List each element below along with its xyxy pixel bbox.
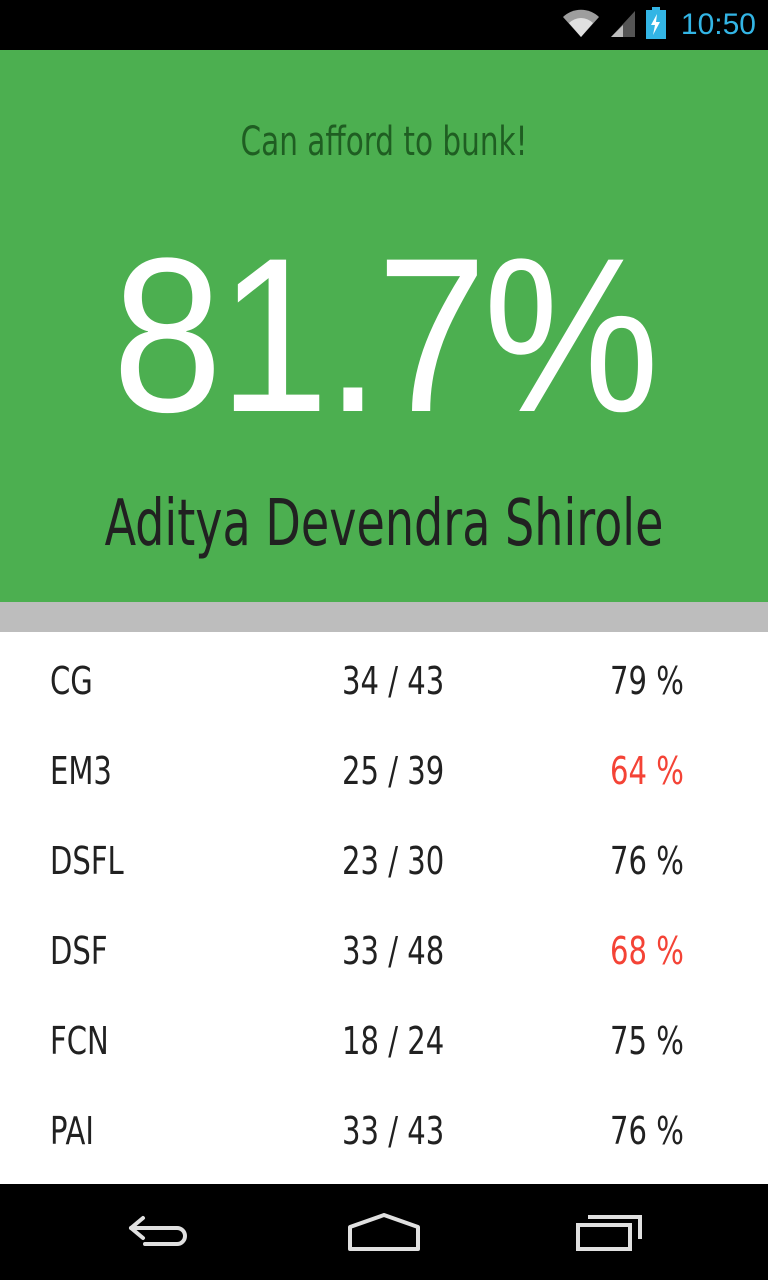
subject-name: EM3 [50,749,112,793]
recent-apps-button[interactable] [560,1202,660,1262]
overall-percentage: 81.7% [112,212,659,458]
subject-percent: 76 % [610,839,684,883]
subject-attendance: 34 / 43 [342,659,445,703]
section-divider [0,602,768,632]
clock: 10:50 [680,8,756,41]
subject-attendance: 33 / 48 [342,929,445,973]
home-icon [348,1213,420,1251]
subject-name: CG [50,659,93,703]
subject-row-em3[interactable]: EM3 25 / 39 64 % [0,722,768,812]
subject-percent: 64 % [610,749,684,793]
back-icon [129,1216,187,1246]
back-button[interactable] [110,1202,210,1262]
subject-percent: 79 % [610,659,684,703]
student-name: Aditya Devendra Shirole [104,487,664,561]
subject-row-fcn[interactable]: FCN 18 / 24 75 % [0,992,768,1082]
subject-attendance: 18 / 24 [342,1019,445,1063]
subject-row-dsfl[interactable]: DSFL 23 / 30 76 % [0,812,768,902]
subject-row-dsf[interactable]: DSF 33 / 48 68 % [0,902,768,992]
status-icons: 10:50 [561,0,756,50]
status-bar: 10:50 [0,0,768,50]
subject-name: DSFL [50,839,124,883]
subject-attendance: 33 / 43 [342,1109,445,1153]
subject-name: FCN [50,1019,109,1063]
battery-charging-icon [645,6,667,44]
subject-list: CG 34 / 43 79 % EM3 25 / 39 64 % DSFL 23… [0,632,768,1172]
subject-attendance: 23 / 30 [342,839,445,883]
navigation-bar [0,1184,768,1280]
home-button[interactable] [334,1202,434,1262]
wifi-icon [561,7,601,43]
subject-percent: 76 % [610,1109,684,1153]
subject-row-pai[interactable]: PAI 33 / 43 76 % [0,1082,768,1172]
subject-name: DSF [50,929,108,973]
subject-percent: 75 % [610,1019,684,1063]
subject-attendance: 25 / 39 [342,749,445,793]
subject-row-cg[interactable]: CG 34 / 43 79 % [0,632,768,722]
attendance-summary: Can afford to bunk! 81.7% Aditya Devendr… [0,50,768,602]
bunk-status-text: Can afford to bunk! [240,119,528,165]
subject-name: PAI [50,1109,94,1153]
subject-percent: 68 % [610,929,684,973]
cell-signal-icon [609,7,637,43]
recent-apps-icon [576,1215,642,1251]
